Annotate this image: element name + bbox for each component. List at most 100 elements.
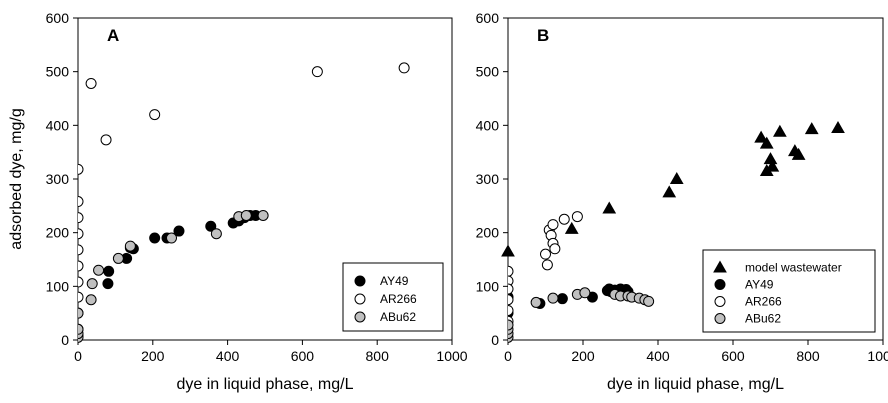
- y-tick-label: 300: [46, 171, 70, 187]
- data-point: [112, 252, 124, 264]
- legend-box: [702, 249, 876, 333]
- x-tick-label: 600: [721, 348, 745, 364]
- data-point: [643, 295, 655, 307]
- y-tick-label: 500: [476, 64, 500, 80]
- x-tick-label: 1000: [867, 348, 888, 364]
- data-point: [398, 62, 410, 74]
- data-point: [102, 278, 114, 290]
- data-point: [759, 136, 774, 149]
- data-point: [579, 287, 591, 299]
- data-point: [831, 121, 845, 134]
- chart-panel-a: 0 200 400 600 800 1000 0 100 200 300 400 500 600 dye …: [8, 10, 468, 393]
- legend-label: AY49: [745, 278, 774, 292]
- data-point: [501, 244, 515, 257]
- data-point: [149, 109, 161, 121]
- data-point: [763, 152, 778, 165]
- data-point: [602, 201, 617, 214]
- data-point: [124, 240, 136, 252]
- x-tick-label: 0: [504, 348, 512, 364]
- data-point: [547, 219, 559, 231]
- legend-marker: [713, 260, 727, 273]
- data-point: [78, 323, 84, 335]
- data-point: [78, 260, 84, 272]
- y-tick-label: 300: [476, 171, 500, 187]
- data-point: [754, 130, 768, 143]
- legend-label: ABu62: [745, 312, 781, 326]
- x-tick-label: 400: [646, 348, 670, 364]
- data-point: [669, 171, 684, 184]
- y-axis-label: adsorbed dye, mg/g: [8, 108, 25, 249]
- data-point: [662, 185, 677, 198]
- legend-label: AR266: [745, 295, 782, 309]
- y-tick-label: 600: [46, 10, 70, 26]
- y-tick-label: 200: [476, 225, 500, 241]
- data-point: [240, 209, 252, 221]
- data-point: [549, 243, 561, 255]
- data-point: [93, 264, 105, 276]
- data-point: [210, 228, 222, 240]
- data-point: [166, 232, 177, 244]
- data-point: [564, 221, 579, 234]
- data-point: [556, 293, 568, 305]
- data-point: [257, 209, 269, 221]
- data-point: [547, 292, 559, 304]
- y-tick-label: 0: [61, 332, 69, 348]
- legend: AY49 AR266 ABu62: [342, 262, 444, 332]
- data-point: [78, 212, 84, 224]
- legend: model wastewater AY49 AR266 ABu62: [702, 249, 876, 333]
- data-point: [558, 213, 570, 225]
- series-abu62: [78, 209, 269, 343]
- legend-marker: [354, 293, 366, 305]
- data-point: [508, 275, 514, 287]
- panel-label: A: [107, 26, 119, 45]
- x-tick-label: 1000: [436, 348, 467, 364]
- y-tick-label: 100: [46, 278, 70, 294]
- x-tick-label: 400: [216, 348, 240, 364]
- data-point: [78, 291, 84, 303]
- legend-label: AY49: [380, 274, 409, 288]
- x-axis-label: dye in liquid phase, mg/L: [177, 376, 354, 393]
- data-point: [530, 296, 542, 308]
- legend-marker: [354, 275, 366, 287]
- data-point: [78, 228, 84, 240]
- y-tick-label: 400: [476, 117, 500, 133]
- data-point: [508, 319, 514, 331]
- data-point: [78, 244, 84, 256]
- data-point: [540, 248, 551, 260]
- data-point: [85, 77, 97, 89]
- data-point: [765, 159, 780, 172]
- data-point: [311, 66, 323, 78]
- x-tick-label: 200: [571, 348, 595, 364]
- data-point: [804, 122, 819, 135]
- data-point: [571, 211, 583, 223]
- data-point: [541, 259, 553, 271]
- data-point: [78, 307, 84, 319]
- data-point: [508, 265, 514, 277]
- x-tick-label: 800: [796, 348, 820, 364]
- legend-label: ABu62: [380, 310, 416, 324]
- x-tick-label: 200: [141, 348, 165, 364]
- x-tick-label: 0: [74, 348, 82, 364]
- data-point: [508, 294, 514, 306]
- y-tick-label: 600: [476, 10, 500, 26]
- data-point: [508, 304, 514, 316]
- legend-marker: [714, 279, 726, 290]
- y-tick-label: 200: [46, 225, 70, 241]
- legend-marker: [714, 313, 726, 324]
- x-axis-label: dye in liquid phase, mg/L: [607, 376, 784, 393]
- y-tick-label: 100: [476, 278, 500, 294]
- data-point: [78, 163, 84, 175]
- data-point: [86, 278, 98, 290]
- data-point: [78, 276, 84, 288]
- series-abu62: [508, 287, 655, 343]
- y-tick-label: 500: [46, 64, 70, 80]
- legend-label: model wastewater: [745, 261, 842, 275]
- data-point: [103, 265, 115, 277]
- x-tick-label: 800: [366, 348, 390, 364]
- chart-panel-b: 0 200 400 600 800 1000 0 100 200 300 400 500 600 dye …: [476, 10, 888, 393]
- y-tick-label: 400: [46, 117, 70, 133]
- legend-marker: [714, 296, 726, 307]
- data-point: [149, 232, 161, 244]
- panel-label: B: [537, 26, 549, 45]
